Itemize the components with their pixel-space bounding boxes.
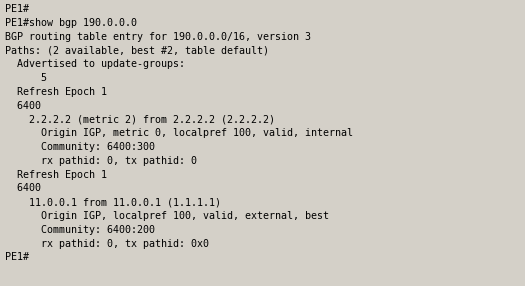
Text: PE1#: PE1# [5, 253, 29, 262]
Text: Origin IGP, metric 0, localpref 100, valid, internal: Origin IGP, metric 0, localpref 100, val… [5, 128, 353, 138]
Text: Community: 6400:200: Community: 6400:200 [5, 225, 155, 235]
Text: BGP routing table entry for 190.0.0.0/16, version 3: BGP routing table entry for 190.0.0.0/16… [5, 31, 311, 41]
Text: Advertised to update-groups:: Advertised to update-groups: [5, 59, 185, 69]
Text: Refresh Epoch 1: Refresh Epoch 1 [5, 170, 107, 180]
Text: 6400: 6400 [5, 101, 41, 111]
Text: Paths: (2 available, best #2, table default): Paths: (2 available, best #2, table defa… [5, 45, 269, 55]
Text: rx pathid: 0, tx pathid: 0: rx pathid: 0, tx pathid: 0 [5, 156, 197, 166]
Text: Refresh Epoch 1: Refresh Epoch 1 [5, 87, 107, 97]
Text: rx pathid: 0, tx pathid: 0x0: rx pathid: 0, tx pathid: 0x0 [5, 239, 209, 249]
Text: 2.2.2.2 (metric 2) from 2.2.2.2 (2.2.2.2): 2.2.2.2 (metric 2) from 2.2.2.2 (2.2.2.2… [5, 114, 275, 124]
Text: 5: 5 [5, 73, 47, 83]
Text: Origin IGP, localpref 100, valid, external, best: Origin IGP, localpref 100, valid, extern… [5, 211, 329, 221]
Text: 11.0.0.1 from 11.0.0.1 (1.1.1.1): 11.0.0.1 from 11.0.0.1 (1.1.1.1) [5, 197, 221, 207]
Text: Community: 6400:300: Community: 6400:300 [5, 142, 155, 152]
Text: PE1#show bgp 190.0.0.0: PE1#show bgp 190.0.0.0 [5, 18, 137, 28]
Text: PE1#: PE1# [5, 4, 29, 14]
Text: 6400: 6400 [5, 183, 41, 193]
